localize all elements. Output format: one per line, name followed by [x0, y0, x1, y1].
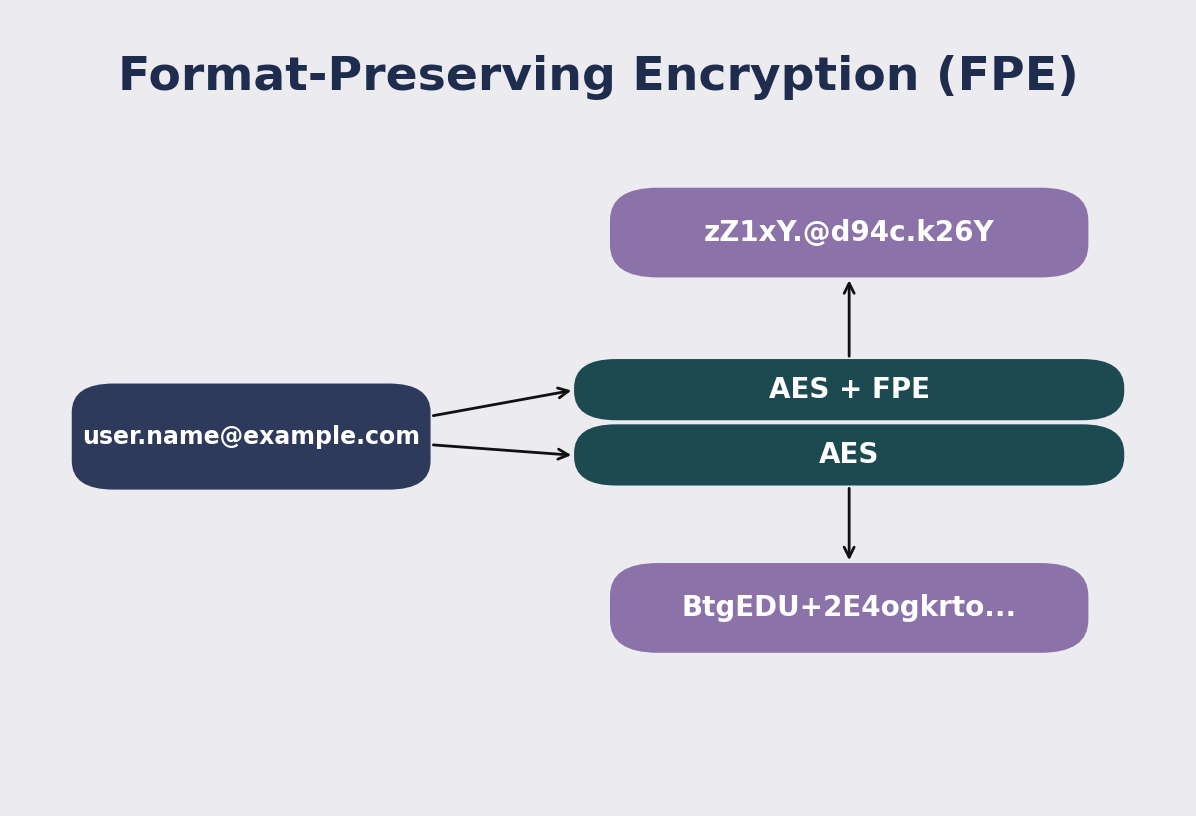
FancyBboxPatch shape [72, 384, 431, 490]
Text: user.name@example.com: user.name@example.com [83, 424, 420, 449]
FancyBboxPatch shape [574, 359, 1124, 420]
Text: AES: AES [819, 441, 879, 469]
Text: Format-Preserving Encryption (FPE): Format-Preserving Encryption (FPE) [117, 55, 1079, 100]
FancyBboxPatch shape [610, 188, 1088, 277]
Text: zZ1xY.@d94c.k26Y: zZ1xY.@d94c.k26Y [703, 219, 995, 246]
FancyBboxPatch shape [574, 424, 1124, 486]
FancyBboxPatch shape [610, 563, 1088, 653]
Text: BtgEDU+2E4ogkrto...: BtgEDU+2E4ogkrto... [682, 594, 1017, 622]
Text: AES + FPE: AES + FPE [769, 375, 929, 404]
